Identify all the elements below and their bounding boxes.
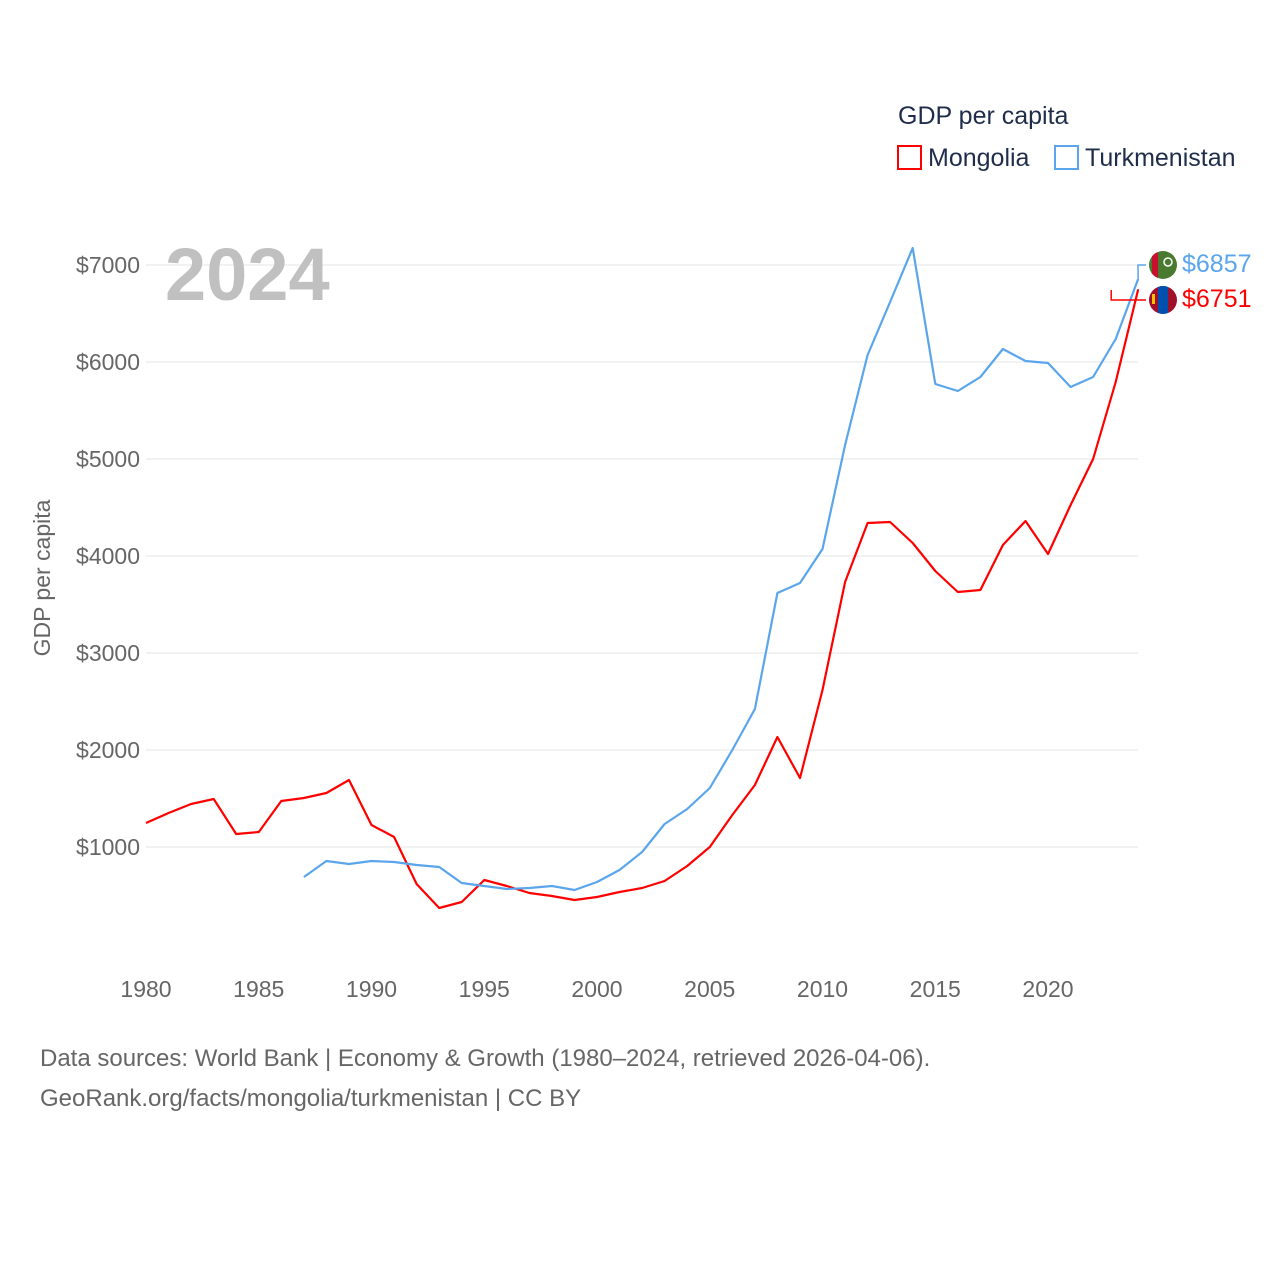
- y-tick-label: $1000: [76, 834, 140, 860]
- legend-swatch-turkmenistan: [1054, 145, 1079, 170]
- series-line-mongolia: [145, 288, 1140, 910]
- x-tick-label: 1980: [120, 976, 171, 1002]
- mongolia-flag-icon: [1149, 286, 1177, 314]
- source-line: Data sources: World Bank | Economy & Gro…: [40, 1045, 931, 1072]
- y-tick-label: $5000: [76, 446, 140, 472]
- attribution-link[interactable]: GeoRank.org/facts/mongolia/turkmenistan …: [40, 1085, 582, 1112]
- legend-label-mongolia: Mongolia: [928, 144, 1030, 172]
- legend-title: GDP per capita: [898, 102, 1069, 130]
- legend-label-turkmenistan: Turkmenistan: [1085, 144, 1236, 172]
- x-tick-label: 2005: [684, 976, 735, 1002]
- y-tick-label: $7000: [76, 252, 140, 278]
- x-tick-label: 1985: [233, 976, 284, 1002]
- legend-item-turkmenistan[interactable]: Turkmenistan: [1054, 144, 1236, 172]
- x-tick-label: 1995: [459, 976, 510, 1002]
- end-label-mongolia: $6751: [1182, 285, 1252, 313]
- y-axis-label: GDP per capita: [29, 499, 55, 656]
- x-tick-label: 1990: [346, 976, 397, 1002]
- y-tick-label: $3000: [76, 640, 140, 666]
- x-tick-label: 2020: [1022, 976, 1073, 1002]
- end-label-turkmenistan: $6857: [1182, 250, 1252, 278]
- year-watermark: 2024: [165, 233, 330, 316]
- y-tick-label: $2000: [76, 737, 140, 763]
- turkmenistan-flag-icon: [1149, 251, 1177, 279]
- legend-item-mongolia[interactable]: Mongolia: [897, 144, 1030, 172]
- series-line-turkmenistan: [303, 246, 1140, 892]
- connector-mongolia: [1110, 290, 1146, 301]
- y-tick-label: $6000: [76, 349, 140, 375]
- connector-turkmenistan: [1137, 264, 1146, 279]
- legend-swatch-mongolia: [897, 145, 922, 170]
- x-tick-label: 2010: [797, 976, 848, 1002]
- x-tick-label: 2000: [571, 976, 622, 1002]
- x-tick-label: 2015: [910, 976, 961, 1002]
- y-tick-label: $4000: [76, 543, 140, 569]
